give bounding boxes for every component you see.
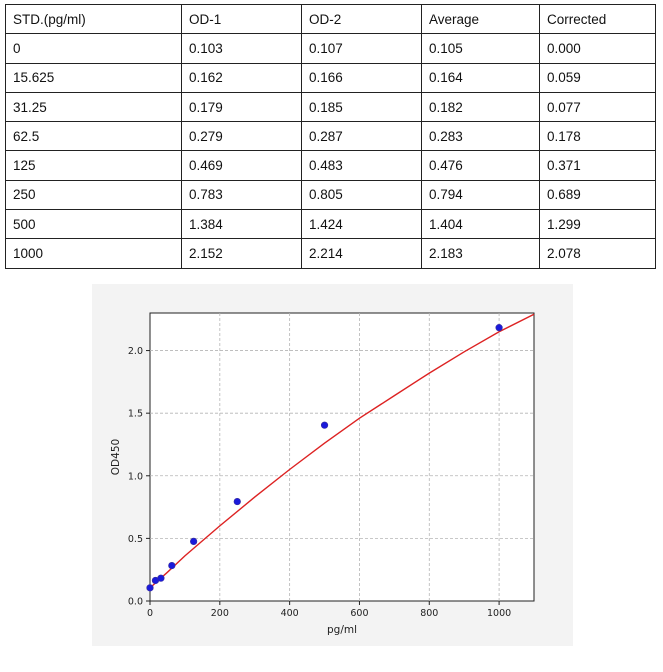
table-cell: 62.5 <box>5 121 182 152</box>
table-cell: 1.384 <box>181 209 302 240</box>
table-row: 0 0.103 0.107 0.105 0.000 <box>5 33 656 64</box>
table-cell: 0.059 <box>539 62 656 93</box>
y-axis-label: OD450 <box>110 439 122 475</box>
standard-curve-table: STD.(pg/ml) OD-1 OD-2 Average Corrected 0 0.10… <box>5 3 656 269</box>
table-cell: 0.469 <box>181 150 302 181</box>
table-cell: 0.689 <box>539 179 656 211</box>
table-cell: 0.805 <box>301 179 422 211</box>
table-cell: 1.424 <box>301 209 422 240</box>
table-cell: 0.279 <box>181 121 302 152</box>
data-point <box>168 561 176 570</box>
table-cell: 500 <box>5 209 182 240</box>
table-cell: 0.483 <box>301 150 422 181</box>
plot-area <box>149 312 535 602</box>
table-row: 62.5 0.279 0.287 0.283 0.178 <box>5 121 656 152</box>
table-row: 500 1.384 1.424 1.404 1.299 <box>5 209 656 240</box>
table-header-row: STD.(pg/ml) OD-1 OD-2 Average Corrected <box>5 3 656 35</box>
standard-curve-chart: 0 200 400 600 800 1000 0.0 0.5 1.0 1.5 2.0 pg/ml O… <box>110 312 535 636</box>
table-cell: 0.166 <box>301 62 422 93</box>
table-cell: 1000 <box>5 238 182 269</box>
table-cell: 0 <box>5 33 182 64</box>
data-point <box>495 324 503 332</box>
x-tick-label: 0 <box>147 608 153 619</box>
table-cell: 31.25 <box>5 91 182 123</box>
table-cell: 0.103 <box>181 33 302 64</box>
table-row: 250 0.783 0.805 0.794 0.689 <box>5 179 656 211</box>
table-cell: 0.178 <box>539 121 656 152</box>
data-point <box>320 421 329 429</box>
table-cell: 2.152 <box>181 238 302 269</box>
table-cell: 0.371 <box>539 150 656 181</box>
table-cell: 0.105 <box>421 33 540 64</box>
table-cell: 0.182 <box>421 91 540 123</box>
table-cell: 250 <box>5 179 182 211</box>
y-tick-label: 0.5 <box>128 534 143 545</box>
table-cell: 0.179 <box>181 91 302 123</box>
table-cell: 2.183 <box>421 238 540 269</box>
table-cell: 0.077 <box>539 91 656 123</box>
table-header-cell: OD-1 <box>181 3 302 35</box>
table-row: 1000 2.152 2.214 2.183 2.078 <box>5 238 656 269</box>
table-header-cell: OD-2 <box>301 3 422 35</box>
table-cell: 2.078 <box>539 238 656 269</box>
standard-curve-figure: 0 200 400 600 800 1000 0.0 0.5 1.0 1.5 2.0 pg/ml O… <box>92 284 573 646</box>
table-header-cell: Corrected <box>539 3 656 35</box>
table-cell: 125 <box>5 150 182 181</box>
data-point <box>146 584 154 592</box>
table-cell: 1.404 <box>421 209 540 240</box>
table-cell: 0.107 <box>301 33 422 64</box>
data-point <box>190 537 198 545</box>
y-tick-label: 1.5 <box>128 409 143 420</box>
table-row: 125 0.469 0.483 0.476 0.371 <box>5 150 656 181</box>
data-points-layer <box>146 324 503 592</box>
table-header-cell: STD.(pg/ml) <box>5 3 182 35</box>
table-cell: 1.299 <box>539 209 656 240</box>
x-tick-label: 600 <box>350 608 368 619</box>
data-point <box>157 574 165 582</box>
table-cell: 0.783 <box>181 179 302 211</box>
y-tick-label: 1.0 <box>128 471 143 482</box>
table-cell: 0.164 <box>421 62 540 93</box>
axis-ticks: 0 200 400 600 800 1000 0.0 0.5 1.0 1.5 2.0 <box>128 346 511 619</box>
table-row: 31.25 0.179 0.185 0.182 0.077 <box>5 91 656 123</box>
table-cell: 0.283 <box>421 121 540 152</box>
table-cell: 15.625 <box>5 62 182 93</box>
x-tick-label: 400 <box>281 608 299 619</box>
table-cell: 0.162 <box>181 62 302 93</box>
fit-curve-line <box>149 313 535 589</box>
x-tick-label: 1000 <box>487 608 511 619</box>
table-cell: 0.287 <box>301 121 422 152</box>
table-cell: 0.476 <box>421 150 540 181</box>
x-tick-label: 200 <box>211 608 229 619</box>
table-cell: 0.185 <box>301 91 422 123</box>
y-tick-label: 2.0 <box>128 346 143 357</box>
x-axis-label: pg/ml <box>327 624 357 636</box>
grid-lines <box>150 313 534 601</box>
table-row: 15.625 0.162 0.166 0.164 0.059 <box>5 62 656 93</box>
table-cell: 2.214 <box>301 238 422 269</box>
x-tick-label: 800 <box>420 608 438 619</box>
fit-curve-layer <box>149 313 535 589</box>
table-header-cell: Average <box>421 3 540 35</box>
table-cell: 0.794 <box>421 179 540 211</box>
data-point <box>233 497 241 506</box>
y-tick-label: 0.0 <box>128 597 143 608</box>
table-cell: 0.000 <box>539 33 656 64</box>
